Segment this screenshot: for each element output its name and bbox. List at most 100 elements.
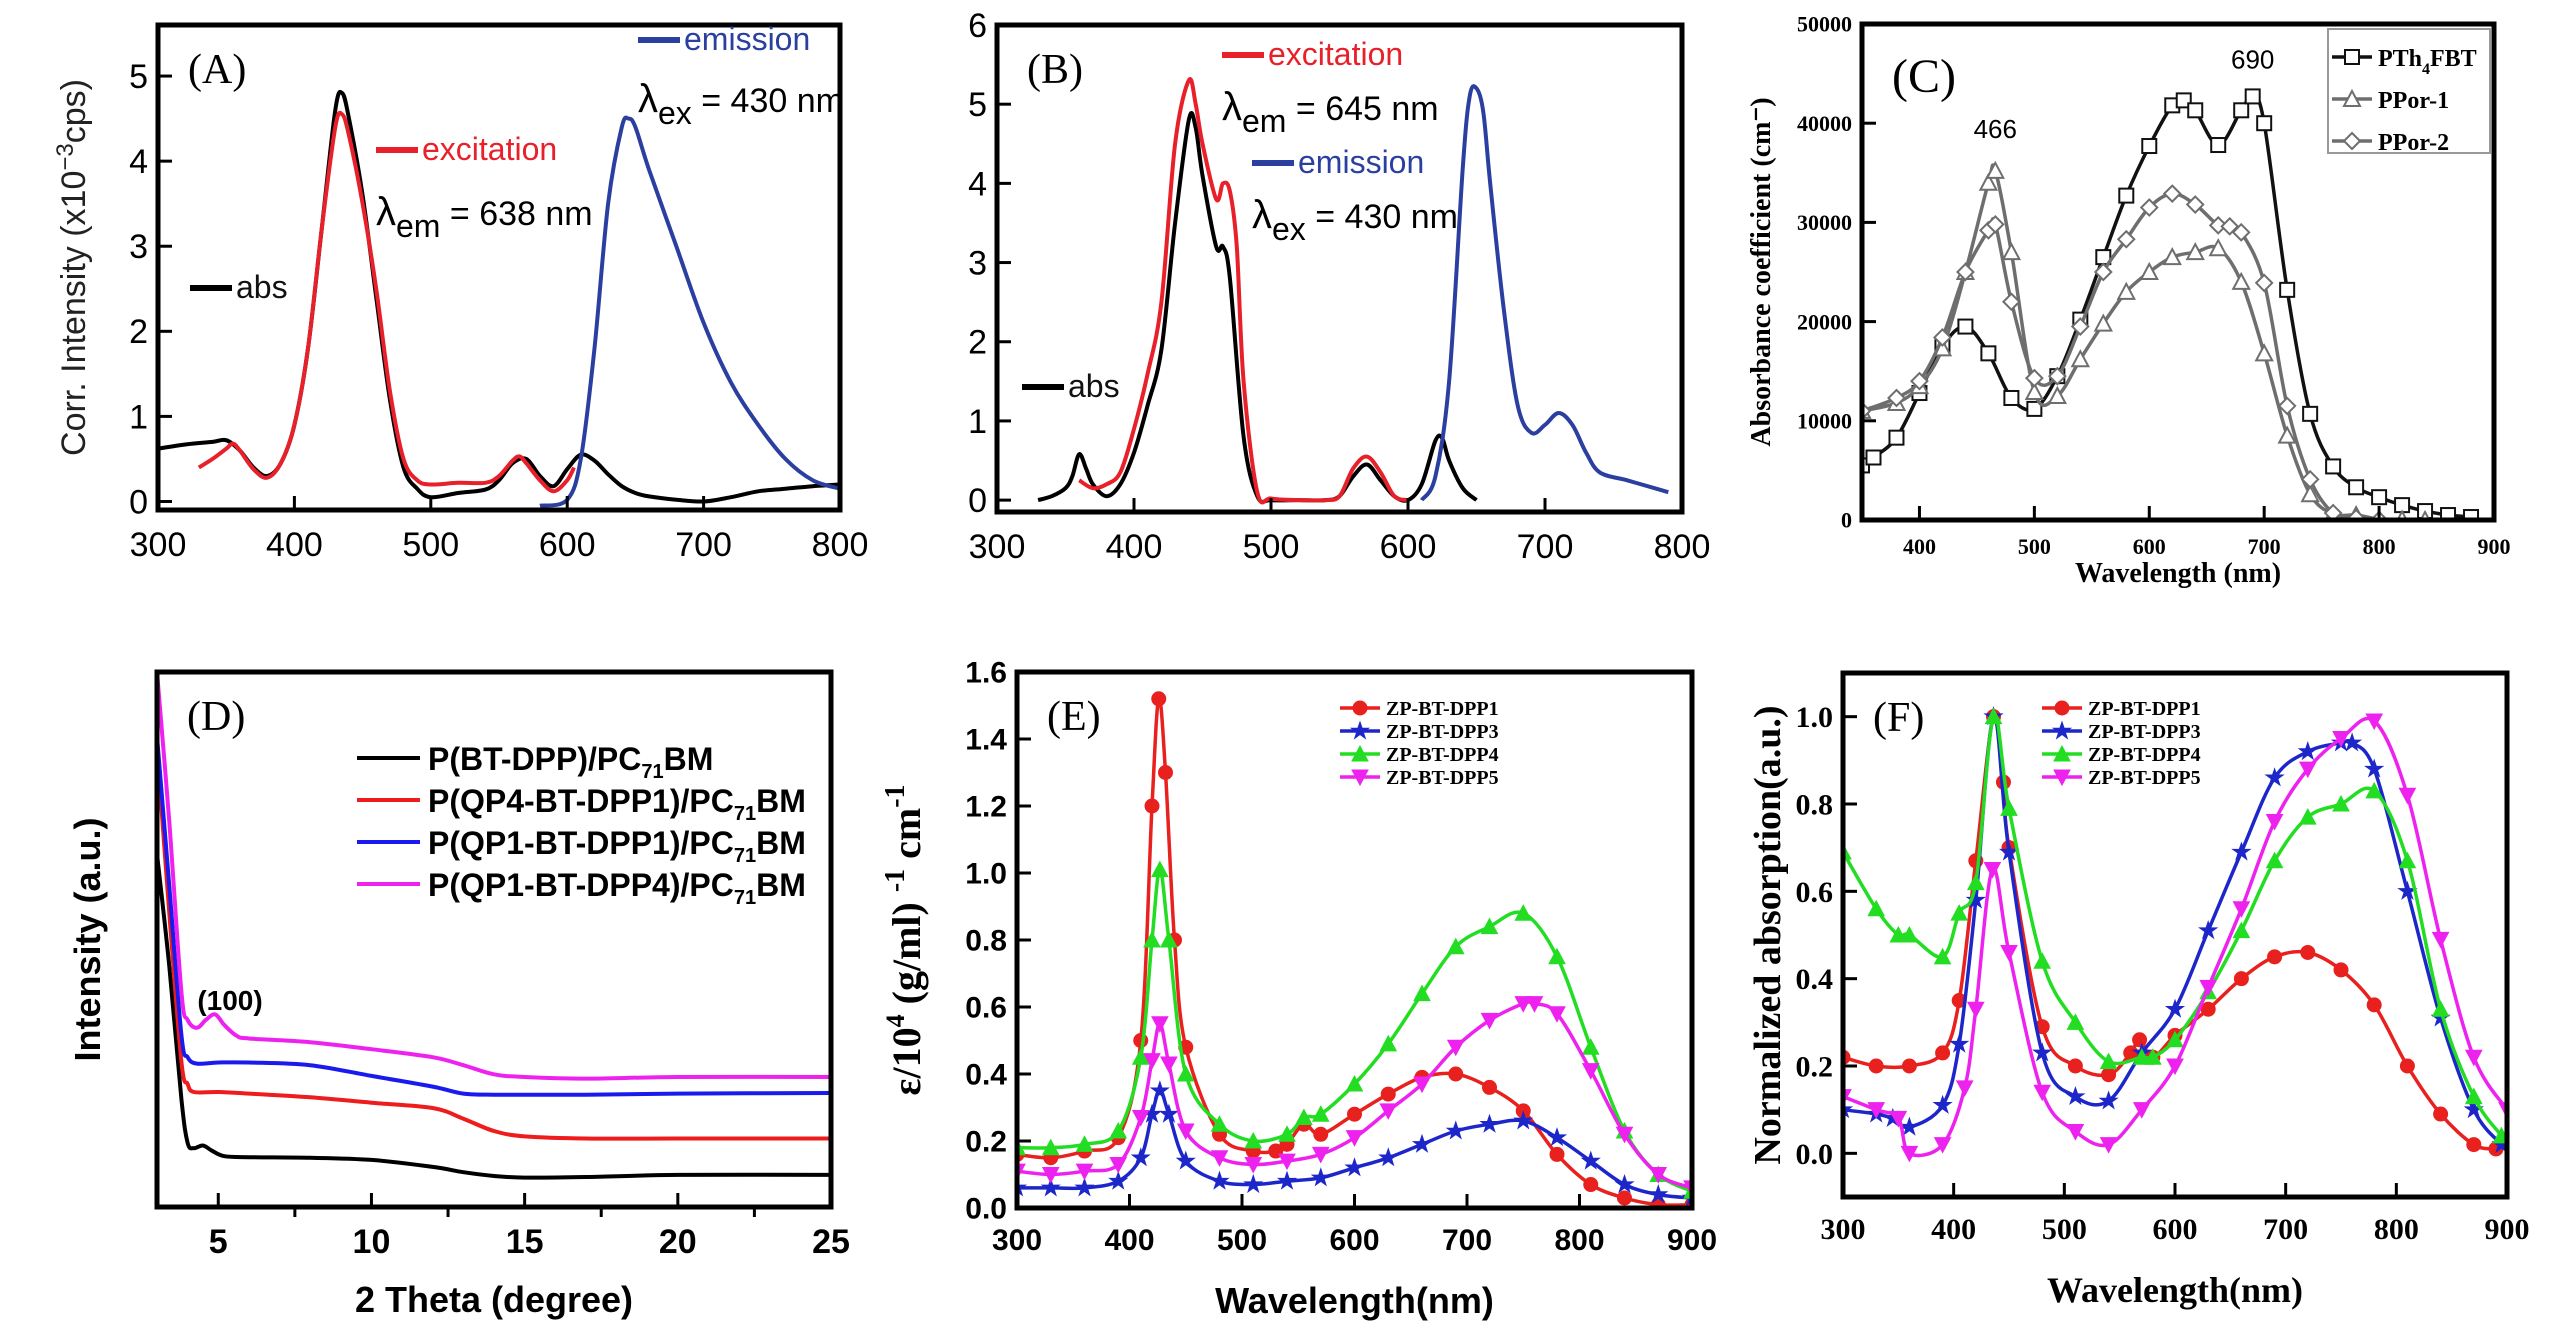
data-point [1978, 172, 1999, 191]
panel-label: (F) [1873, 695, 1924, 741]
data-point [2070, 349, 2090, 368]
data-point [2433, 1106, 2449, 1122]
data-point [2066, 1013, 2085, 1030]
plot-frame [994, 22, 1685, 515]
x-tick-label: 800 [2363, 534, 2396, 559]
plot-frame [155, 22, 843, 513]
data-point [1130, 1147, 1151, 1167]
data-point [1109, 1156, 1128, 1174]
data-point [1910, 371, 1929, 391]
data-point [1448, 1066, 1464, 1082]
panel-a: 300 400 500 600 700 800 0 1 2 3 4 5 (A) Corr. Intensi… [52, 21, 868, 564]
x-tick-label: 400 [1903, 534, 1936, 559]
x-tick-label: 800 [1554, 1224, 1604, 1257]
y-tick-label: 50000 [1797, 12, 1852, 37]
data-point [2001, 242, 2022, 261]
legend: abs excitation emission λem = 638 nm λex = 4… [190, 21, 844, 305]
x-tick-label: 700 [2263, 1213, 2308, 1246]
x-tick-label: 500 [2042, 1213, 2087, 1246]
series-line [157, 736, 831, 1097]
data-point [1074, 1177, 1095, 1197]
data-point [1210, 1115, 1229, 1132]
data-point [1581, 1063, 1600, 1080]
data-point [1980, 345, 1997, 362]
x-tick-label: 700 [1517, 528, 1574, 566]
data-point [1276, 1170, 1298, 1190]
data-point [2365, 781, 2384, 799]
data-point [2208, 215, 2228, 235]
y-tick-label: 0.6 [965, 992, 1007, 1025]
annotation-excitation_cond: λem = 638 nm [376, 190, 593, 244]
data-point [2323, 503, 2343, 520]
x-tick-label: 10 [353, 1223, 391, 1261]
data-point [2300, 944, 2316, 960]
legend-label-excitation: excitation [422, 131, 557, 167]
data-point [1985, 214, 2005, 234]
data-point [2332, 731, 2350, 748]
data-point [1966, 1001, 1985, 1019]
data-point [2264, 767, 2285, 787]
x-tick-label: 15 [506, 1223, 544, 1261]
data-point [2166, 1030, 2184, 1048]
series-excitation [1078, 77, 1409, 505]
legend-marker [2053, 769, 2071, 787]
series-p-bt-dpp-pc71bm [157, 853, 831, 1180]
data-point [2365, 713, 2384, 731]
series-zp-bt-dpp1 [1843, 709, 2504, 1157]
data-point [2298, 761, 2317, 779]
data-point [2132, 1102, 2151, 1119]
legend-marker [2342, 88, 2362, 107]
x-tick-label: 500 [2018, 534, 2051, 559]
data-point [1649, 1167, 1668, 1184]
x-tick-label: 600 [1329, 1224, 1379, 1257]
legend-label: ZP-BT-DPP1 [2088, 698, 2201, 720]
legend-label: P(QP1-BT-DPP1)/PC71BM [428, 825, 806, 867]
plot-frame [1859, 21, 2497, 523]
data-point [1480, 1012, 1499, 1030]
data-point [2348, 479, 2365, 496]
series-emission [1419, 84, 1669, 502]
x-tick-label: 20 [659, 1223, 697, 1261]
legend-label: ZP-BT-DPP4 [2088, 744, 2201, 766]
data-point [1867, 899, 1886, 917]
x-tick-label: 300 [992, 1224, 1042, 1257]
data-point [1313, 1126, 1329, 1142]
legend: PTh4FBT PPor-1 PPor-2 466 690 [1974, 28, 2491, 156]
data-point [1549, 1146, 1565, 1162]
data-point [1379, 1103, 1398, 1120]
data-point [2210, 137, 2227, 154]
series-zp-bt-dpp5 [1017, 996, 1692, 1197]
data-point [1614, 1173, 1635, 1194]
data-point [1176, 1064, 1195, 1082]
x-tick-label: 700 [675, 526, 732, 564]
data-point [1933, 1137, 1952, 1154]
y-tick-label: 20000 [1797, 309, 1852, 334]
legend-label: ZP-BT-DPP4 [1386, 744, 1499, 766]
data-point [2139, 261, 2159, 280]
legend: abs excitation emission λem = 645 nm λex = 4… [1022, 36, 1458, 404]
y-axis-label: Corr. Intensity (x10−3cps) [52, 79, 93, 456]
data-point [1345, 1074, 1364, 1092]
data-point [1648, 1184, 1669, 1204]
y-tick-label: 0.2 [965, 1126, 1007, 1159]
x-tick-label: 300 [1821, 1213, 1866, 1246]
legend-label: P(QP1-BT-DPP4)/PC71BM [428, 867, 806, 909]
y-tick-label: 30000 [1797, 210, 1852, 235]
series-line [197, 110, 576, 494]
data-point [1413, 1076, 1431, 1094]
data-point [2003, 389, 2020, 406]
annotation-excitation_cond: λem = 645 nm [1222, 85, 1439, 139]
data-point [1932, 1094, 1953, 1114]
data-point [2398, 787, 2417, 805]
data-point [2001, 292, 2021, 312]
data-point [1446, 937, 1465, 955]
y-tick-label: 0.8 [965, 925, 1007, 958]
x-tick-label: 400 [1106, 528, 1163, 566]
data-point [2297, 741, 2318, 761]
data-point [1347, 1106, 1362, 1122]
series-ppor-2 [1862, 184, 2389, 520]
data-point [2199, 979, 2218, 997]
data-point [1615, 1126, 1634, 1144]
data-point [1546, 1127, 1568, 1147]
data-point [2070, 317, 2090, 336]
